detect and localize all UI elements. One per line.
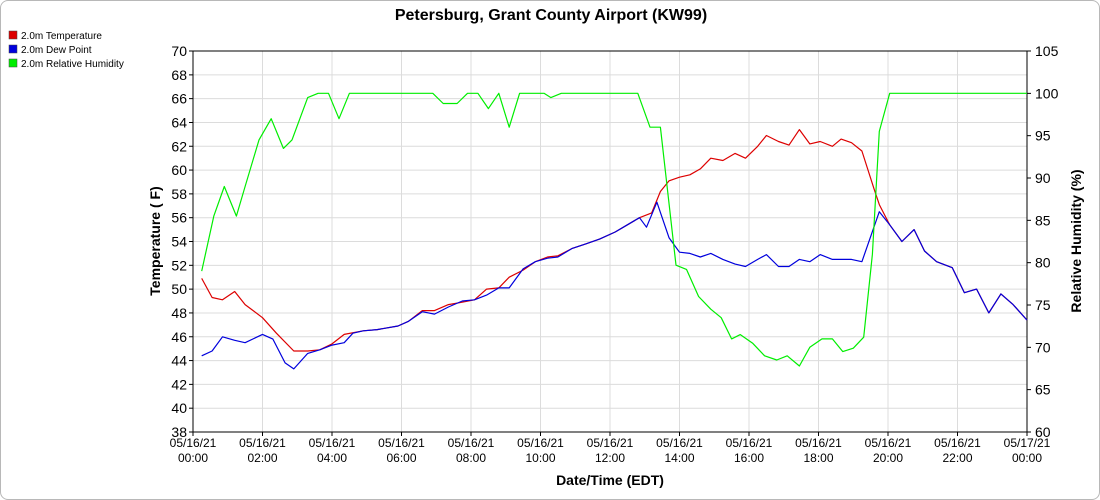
y-axis-right-label: Relative Humidity (%): [1068, 169, 1084, 312]
x-tick-date: 05/16/21: [656, 436, 703, 450]
y-tick-label-right: 95: [1035, 128, 1051, 144]
y-tick-label-left: 42: [171, 376, 187, 392]
x-tick-date: 05/16/21: [795, 436, 842, 450]
legend-swatch-2-0m-relative-humidity: [8, 58, 18, 68]
x-tick-date: 05/16/21: [865, 436, 912, 450]
y-tick-label-left: 46: [171, 329, 187, 345]
y-tick-label-left: 56: [171, 210, 187, 226]
y-tick-label-right: 65: [1035, 382, 1051, 398]
x-tick-date: 05/16/21: [448, 436, 495, 450]
x-tick-time: 06:00: [386, 451, 416, 465]
legend-label-2-0m-temperature: 2.0m Temperature: [21, 31, 102, 42]
y-tick-label-right: 70: [1035, 339, 1051, 355]
y-tick-label-right: 90: [1035, 170, 1051, 186]
legend-swatch-2-0m-temperature: [8, 30, 18, 40]
y-tick-label-left: 40: [171, 400, 187, 416]
x-tick-time: 04:00: [317, 451, 347, 465]
x-tick-time: 22:00: [942, 451, 972, 465]
x-tick-date: 05/16/21: [378, 436, 425, 450]
y-tick-label-right: 60: [1035, 424, 1051, 440]
x-axis: 05/16/2100:0005/16/2102:0005/16/2104:000…: [170, 432, 1051, 465]
x-tick-time: 12:00: [595, 451, 625, 465]
legend: 2.0m Temperature 2.0m Dew Point 2.0m Relat…: [8, 30, 124, 70]
y-tick-label-right: 85: [1035, 212, 1051, 228]
x-tick-date: 05/16/21: [726, 436, 773, 450]
chart-title: Petersburg, Grant County Airport (KW99): [395, 7, 707, 24]
y-tick-label-left: 52: [171, 257, 187, 273]
x-tick-time: 14:00: [664, 451, 694, 465]
y-tick-label-right: 100: [1035, 85, 1059, 101]
series-layer: [201, 92, 1028, 370]
x-tick-time: 20:00: [873, 451, 903, 465]
x-tick-date: 05/16/21: [170, 436, 217, 450]
y-tick-label-left: 50: [171, 281, 187, 297]
y-tick-label-left: 60: [171, 162, 187, 178]
y-tick-label-right: 75: [1035, 297, 1051, 313]
legend-label-2-0m-dew-point: 2.0m Dew Point: [21, 45, 92, 56]
y-axis-left-label: Temperature ( F): [147, 186, 163, 295]
y-tick-label-right: 105: [1035, 43, 1059, 59]
x-tick-time: 10:00: [525, 451, 555, 465]
x-tick-time: 00:00: [178, 451, 208, 465]
x-tick-time: 00:00: [1012, 451, 1042, 465]
y-tick-label-left: 68: [171, 67, 187, 83]
x-tick-time: 08:00: [456, 451, 486, 465]
x-tick-time: 16:00: [734, 451, 764, 465]
x-tick-time: 18:00: [803, 451, 833, 465]
legend-label-2-0m-relative-humidity: 2.0m Relative Humidity: [21, 59, 124, 70]
y-tick-label-left: 64: [171, 114, 187, 130]
series-line-2-0m-dew-point: [201, 201, 1028, 370]
legend-swatch-2-0m-dew-point: [8, 44, 18, 54]
y-tick-label-left: 54: [171, 234, 187, 250]
x-tick-date: 05/16/21: [934, 436, 981, 450]
y-tick-label-left: 38: [171, 424, 187, 440]
x-tick-date: 05/16/21: [309, 436, 356, 450]
x-tick-date: 05/17/21: [1004, 436, 1051, 450]
y-tick-label-right: 80: [1035, 255, 1051, 271]
y-tick-label-left: 70: [171, 43, 187, 59]
x-tick-date: 05/16/21: [517, 436, 564, 450]
x-tick-time: 02:00: [247, 451, 277, 465]
y-tick-label-left: 44: [171, 353, 187, 369]
y-tick-label-left: 58: [171, 186, 187, 202]
x-axis-label: Date/Time (EDT): [556, 472, 664, 488]
y-tick-label-left: 48: [171, 305, 187, 321]
right-axis: 60 65 70 75 80 85 90 95 100 105: [1027, 43, 1059, 440]
series-line-2-0m-relative-humidity: [201, 92, 1027, 367]
x-tick-date: 05/16/21: [587, 436, 634, 450]
y-tick-label-left: 62: [171, 138, 187, 154]
left-axis: 38 40 42 44 46 48 50 52 54 56 58 60 62 64 66 68 70: [171, 43, 193, 440]
y-tick-label-left: 66: [171, 91, 187, 107]
x-tick-date: 05/16/21: [239, 436, 286, 450]
series-line-2-0m-temperature: [201, 129, 1028, 352]
